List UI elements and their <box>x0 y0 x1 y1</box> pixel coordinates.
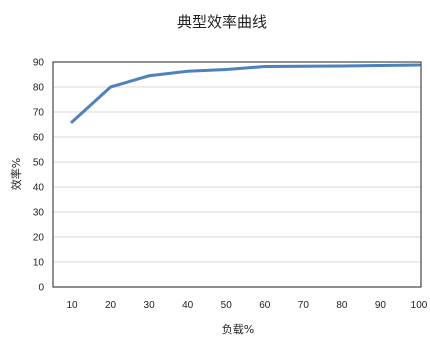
y-tick-label: 30 <box>33 208 45 219</box>
y-axis-label: 效率% <box>9 158 23 190</box>
x-tick-label: 80 <box>336 300 348 311</box>
data-point <box>187 70 189 72</box>
y-tick-label: 0 <box>38 283 44 294</box>
data-point <box>379 65 381 66</box>
data-points <box>71 64 420 123</box>
y-tick-labels: 0 10 20 30 40 50 60 70 80 90 <box>33 58 45 294</box>
y-tick-label: 50 <box>33 158 45 169</box>
data-point <box>264 66 266 67</box>
data-point <box>110 86 112 88</box>
data-point <box>225 69 227 70</box>
x-tick-label: 70 <box>298 300 310 311</box>
x-tick-label: 50 <box>221 300 233 311</box>
x-tick-label: 20 <box>105 300 117 311</box>
data-point <box>418 64 420 66</box>
plot-frame <box>52 61 422 288</box>
x-tick-label: 40 <box>182 300 194 311</box>
chart-title: 典型效率曲线 <box>177 13 267 31</box>
data-point <box>148 75 150 77</box>
y-tick-label: 20 <box>33 233 45 244</box>
y-tick-label: 80 <box>33 83 45 94</box>
x-tick-label: 60 <box>259 300 271 311</box>
y-tick-label: 40 <box>33 183 45 194</box>
x-axis-label: 负载% <box>222 322 254 336</box>
gridlines <box>53 86 421 263</box>
x-tick-label: 90 <box>375 300 387 311</box>
y-tick-label: 70 <box>33 108 45 119</box>
data-point <box>302 65 304 67</box>
y-tick-label: 60 <box>33 133 45 144</box>
x-tick-label: 30 <box>144 300 156 311</box>
data-point <box>71 121 73 123</box>
y-tick-label: 10 <box>33 258 45 269</box>
efficiency-series-line <box>70 63 421 124</box>
y-tick-label: 90 <box>33 58 45 69</box>
data-point <box>341 65 343 67</box>
x-tick-label: 10 <box>66 300 78 311</box>
x-tick-label: 100 <box>411 300 428 311</box>
x-tick-labels: 10 20 30 40 50 60 70 80 90 100 <box>66 300 427 311</box>
